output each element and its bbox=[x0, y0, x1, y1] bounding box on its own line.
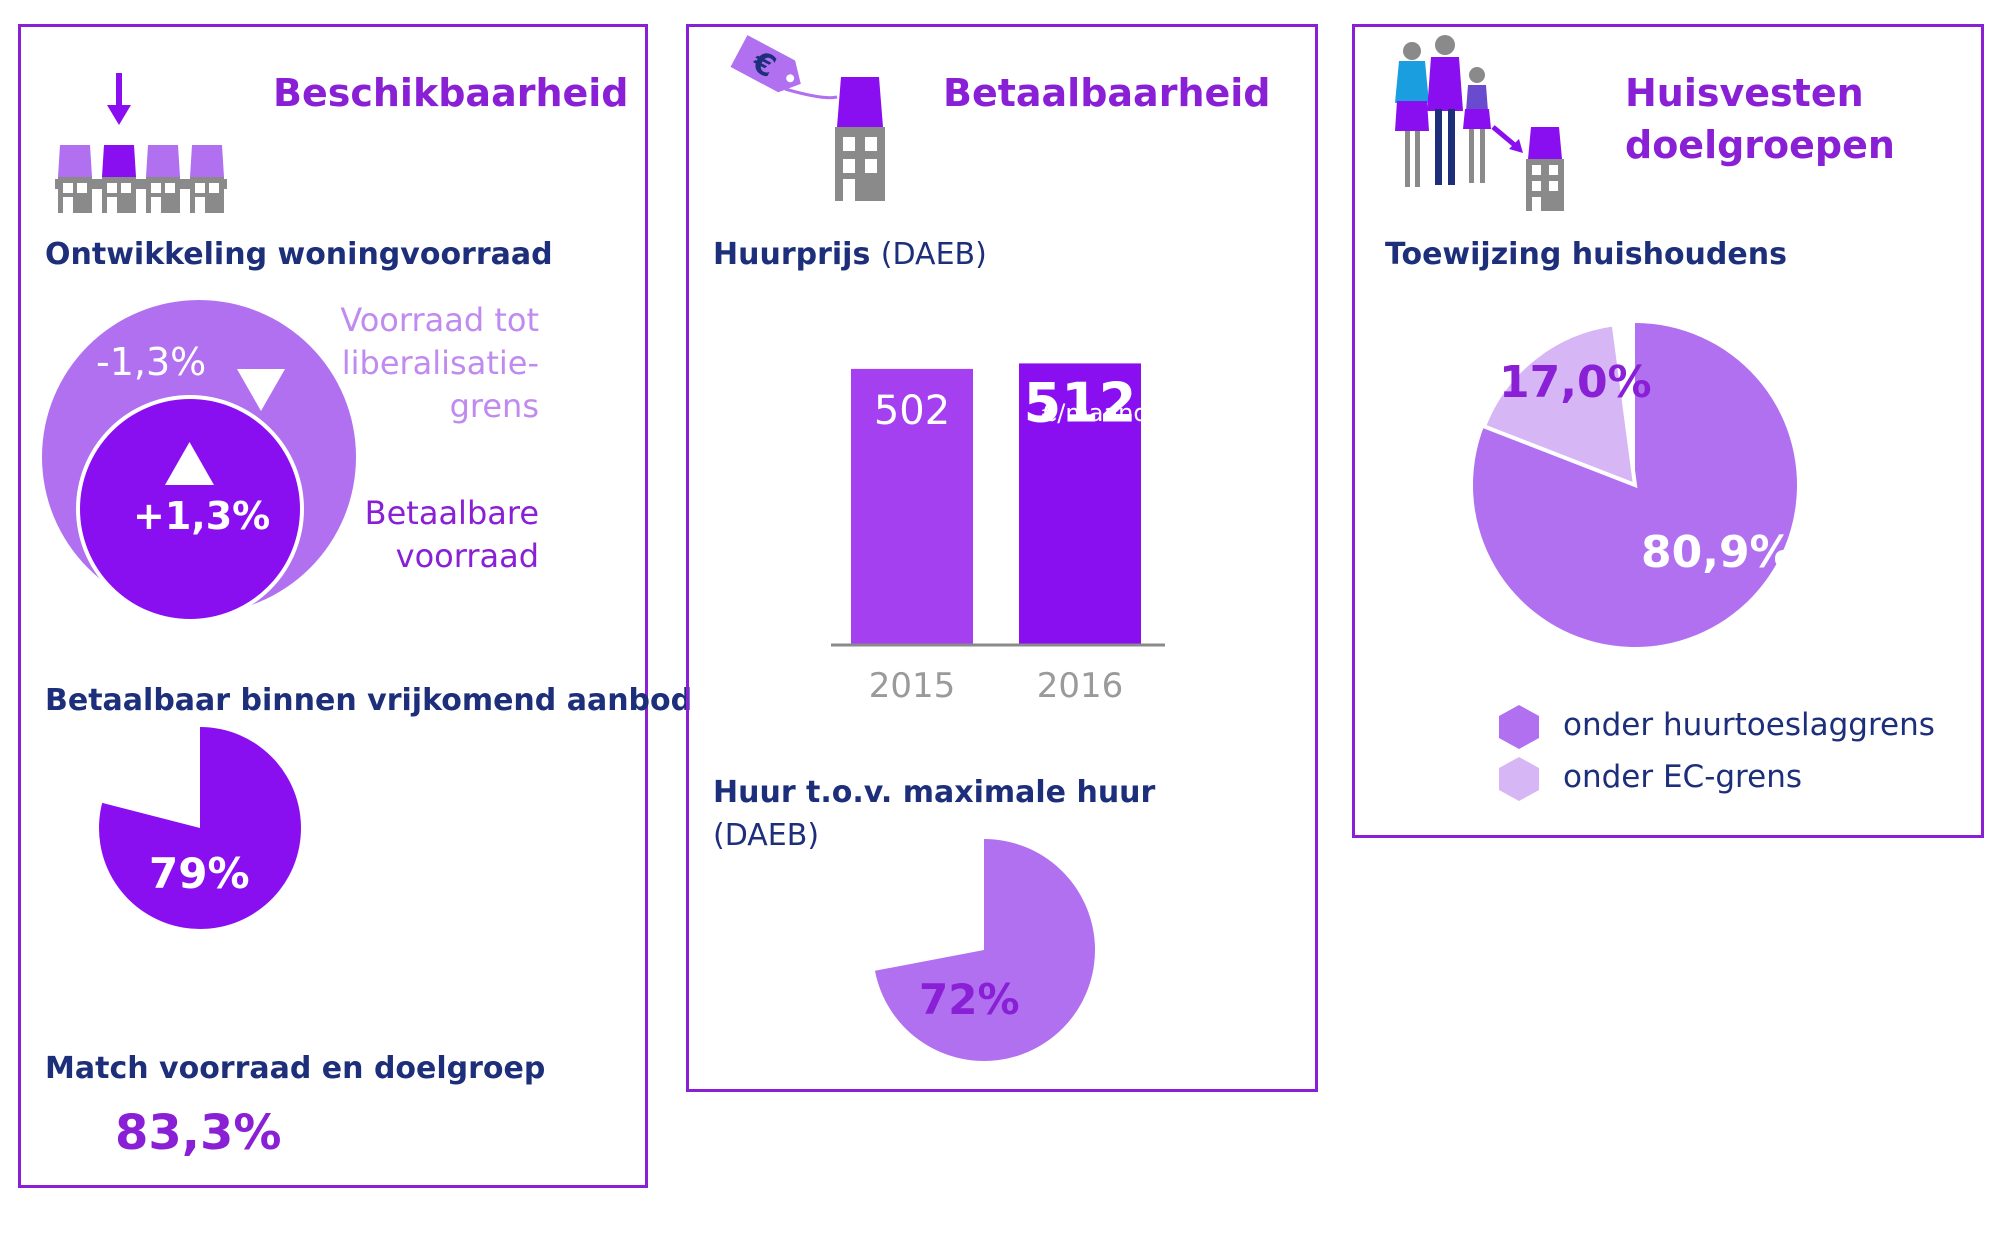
pie-value-label-small: 17,0% bbox=[1499, 357, 1652, 408]
bar-value-label: 502 bbox=[874, 388, 950, 434]
allocation-pie bbox=[1473, 322, 1797, 647]
pie-slice bbox=[874, 839, 1095, 1061]
affordable-pie bbox=[99, 727, 301, 929]
section-heading: Match voorraad en doelgroep bbox=[45, 1051, 546, 1086]
panel-title: Betaalbaarheid bbox=[943, 71, 1271, 115]
inner-circle-value: +1,3% bbox=[133, 494, 271, 538]
hexagon-icon bbox=[1499, 757, 1539, 801]
huisvesten-panel: Huisvesten doelgroepen Toewijzing huisho… bbox=[1352, 24, 1984, 838]
max-rent-pie bbox=[874, 839, 1095, 1061]
house-price-tag-euro-icon: € bbox=[730, 35, 885, 201]
rent-bar-chart: 502 2015 512 2016 bbox=[831, 363, 1165, 706]
stock-development-circles bbox=[42, 300, 356, 623]
section-heading: Huur t.o.v. maximale huur (DAEB) bbox=[713, 775, 1156, 853]
section-heading: Ontwikkeling woningvoorraad bbox=[45, 237, 553, 272]
bar-value-label: 512 bbox=[1024, 371, 1137, 434]
bar bbox=[851, 368, 973, 645]
pie-value-label: 79% bbox=[149, 849, 250, 898]
match-value: 83,3% bbox=[115, 1105, 282, 1161]
hexagon-icon bbox=[1499, 705, 1539, 749]
down-triangle-icon bbox=[237, 369, 285, 411]
houses-down-arrow-icon bbox=[55, 73, 227, 213]
pie-slice bbox=[99, 727, 301, 929]
bar bbox=[1019, 363, 1141, 645]
panel-title: Huisvesten doelgroepen bbox=[1625, 71, 1895, 167]
x-tick-label: 2015 bbox=[869, 666, 956, 706]
outer-circle-label: Voorraad tot liberalisatie- grens bbox=[340, 301, 539, 425]
section-heading: Huurprijs (DAEB) bbox=[713, 237, 987, 272]
pie-slice bbox=[1481, 322, 1638, 489]
pie-value-label-large: 80,9% bbox=[1641, 527, 1794, 578]
betaalbaarheid-panel: € Betaalbaarheid Huurprijs (DAEB) 502 201… bbox=[686, 24, 1318, 1092]
section-heading: Toewijzing huishoudens bbox=[1385, 237, 1787, 272]
family-to-house-icon bbox=[1395, 35, 1564, 211]
inner-circle bbox=[76, 395, 304, 623]
panel-title: Beschikbaarheid bbox=[273, 71, 629, 115]
bar-unit-label: €/maand bbox=[1042, 399, 1149, 427]
beschikbaarheid-panel: Beschikbaarheid Ontwikkeling woningvoorr… bbox=[18, 24, 692, 1188]
inner-circle-label: Betaalbare voorraad bbox=[364, 494, 539, 575]
section-heading: Betaalbaar binnen vrijkomend aanbod bbox=[45, 683, 693, 718]
outer-circle-value: -1,3% bbox=[96, 340, 207, 384]
pie-value-label: 72% bbox=[919, 975, 1020, 1024]
x-tick-label: 2016 bbox=[1037, 666, 1124, 706]
up-triangle-icon bbox=[165, 442, 214, 485]
